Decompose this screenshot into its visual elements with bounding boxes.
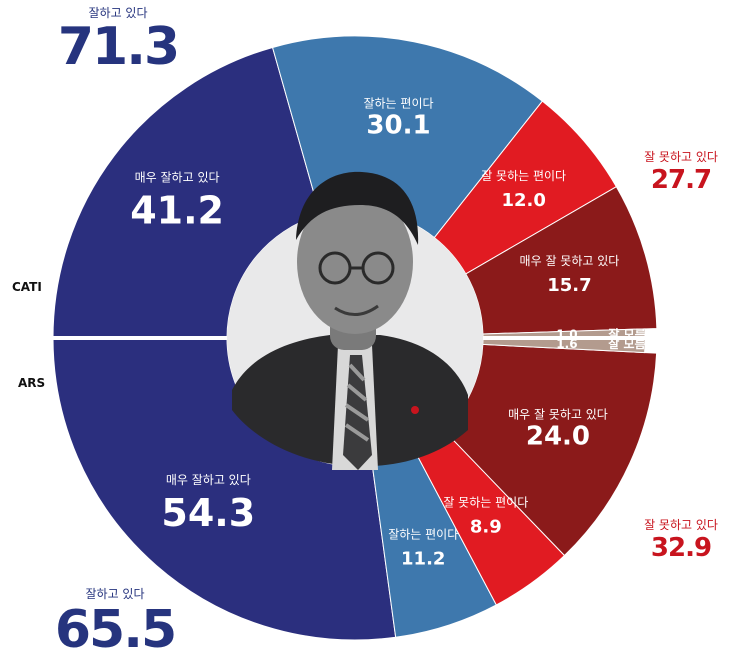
cati-label-very-bad-name: 매우 잘 못하고 있다 — [520, 254, 620, 268]
ars-label-bad-name: 잘 못하는 편이다 — [443, 496, 528, 510]
ars-label-very-good-value: 54.3 — [161, 491, 255, 535]
center-portrait — [227, 171, 483, 470]
cati-label-good-name: 잘하는 편이다 — [363, 96, 433, 110]
survey-label-ars: ARS — [18, 376, 46, 390]
cati-label-very-bad-value: 15.7 — [547, 275, 591, 296]
ars-positive-total-label: 잘하고 있다 — [85, 587, 145, 601]
ars-label-very-good-name: 매우 잘하고 있다 — [166, 473, 251, 487]
ars-label-good-value: 11.2 — [401, 548, 445, 569]
survey-label-cati: CATI — [12, 280, 42, 294]
ars-label-bad-value: 8.9 — [470, 517, 502, 538]
cati-label-unknown-value: 1.0 — [556, 327, 577, 341]
cati-label-very-good-name: 매우 잘하고 있다 — [135, 171, 220, 185]
cati-negative-total-value: 27.7 — [650, 165, 712, 195]
cati-positive-total: 잘하고 있다 71.3 — [48, 4, 188, 73]
ars-negative-total: 잘 못하고 있다 32.9 — [626, 516, 736, 563]
cati-positive-total-value: 71.3 — [57, 17, 180, 77]
cati-negative-total: 잘 못하고 있다 27.7 — [628, 148, 734, 195]
ars-negative-total-value: 32.9 — [650, 533, 712, 563]
ars-positive-total: 잘하고 있다 65.5 — [40, 585, 190, 658]
cati-label-bad-name: 잘 못하는 편이다 — [481, 169, 566, 183]
ars-label-very-bad-value: 24.0 — [526, 421, 590, 451]
ars-label-very-bad-name: 매우 잘 못하고 있다 — [508, 407, 608, 421]
cati-label-very-good-value: 41.2 — [130, 189, 224, 233]
ars-positive-total-value: 65.5 — [54, 600, 177, 660]
cati-label-good-value: 30.1 — [366, 110, 430, 140]
cati-positive-total-label: 잘하고 있다 — [88, 6, 148, 20]
ars-negative-total-label: 잘 못하고 있다 — [644, 518, 718, 532]
donut-segments — [52, 35, 658, 641]
cati-label-unknown-name: 잘 모름 — [608, 326, 645, 341]
ars-label-unknown-value: 1.6 — [556, 337, 577, 351]
ars-label-good-name: 잘하는 편이다 — [388, 527, 458, 541]
cati-label-bad-value: 12.0 — [501, 190, 545, 211]
ars-label-unknown-name: 잘 모름 — [608, 336, 645, 351]
cati-negative-total-label: 잘 못하고 있다 — [644, 150, 718, 164]
